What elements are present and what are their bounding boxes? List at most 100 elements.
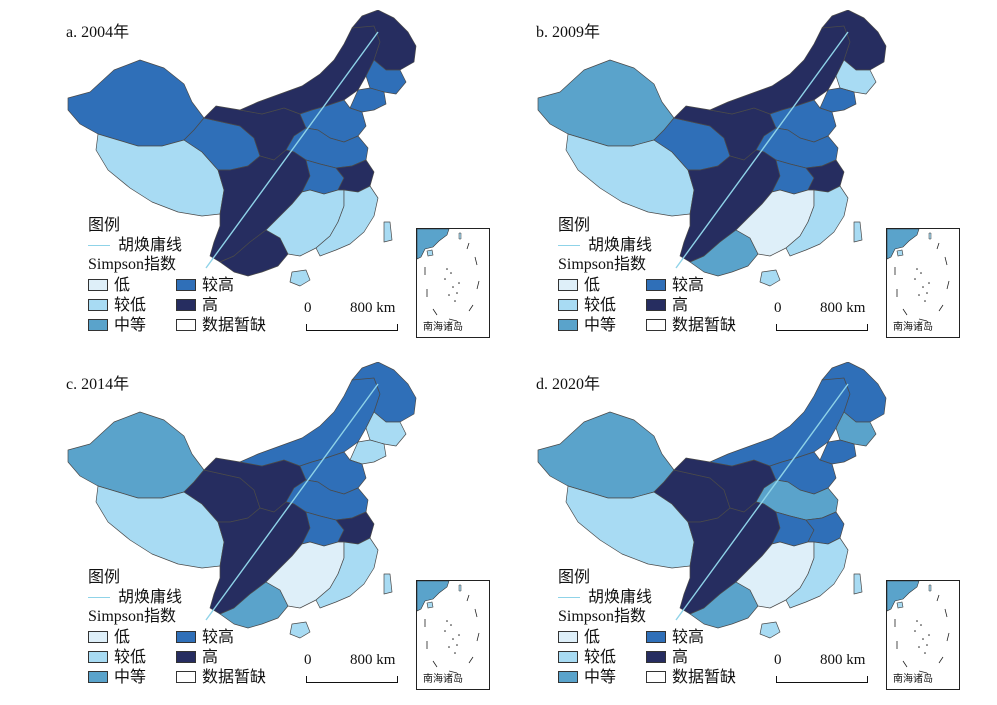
legend-item-nodata: 数据暂缺 — [646, 667, 766, 687]
inset-islands — [914, 620, 930, 654]
region-east — [315, 185, 379, 257]
inset-taiwan — [458, 232, 462, 240]
inset-hainan — [896, 249, 904, 257]
region-jilin — [835, 411, 877, 447]
inset-hainan — [426, 601, 434, 609]
china-map — [537, 362, 887, 639]
region-east — [315, 537, 379, 609]
inset-map — [416, 580, 480, 674]
swatch-high — [646, 651, 666, 663]
legend-index-title: Simpson指数 — [558, 608, 647, 625]
region-taiwan — [853, 221, 863, 243]
legend-item-medium: 中等 — [88, 315, 176, 335]
swatch-higher — [646, 631, 666, 643]
legend-hu-line: 胡焕庸线 — [88, 587, 296, 607]
legend-label: 高 — [672, 295, 689, 314]
panel-title: b. 2009年 — [536, 24, 601, 41]
inset-mainland — [416, 580, 450, 612]
scale-zero: 0 — [304, 300, 312, 316]
swatch-lower — [88, 651, 108, 663]
swatch-lower — [88, 299, 108, 311]
region-hainan — [759, 621, 781, 639]
legend-item-medium: 中等 — [558, 315, 646, 335]
region-heilongjiang — [821, 362, 887, 423]
inset-hainan — [896, 601, 904, 609]
hu-line-swatch — [88, 596, 110, 598]
legend-item-low: 低 — [558, 627, 646, 647]
legend-label: 低 — [114, 275, 131, 294]
hu-line-label: 胡焕庸线 — [118, 235, 183, 254]
hu-huanyong-line — [675, 31, 849, 269]
region-jilin — [365, 411, 407, 447]
inset-mainland — [886, 580, 920, 612]
region-jilin — [365, 59, 407, 95]
legend-item-lower: 较低 — [88, 295, 176, 315]
legend-item-high: 高 — [176, 295, 296, 315]
region-xinjiang — [67, 411, 205, 499]
legend-title: 图例 — [558, 567, 591, 586]
panel-title: c. 2014年 — [66, 376, 130, 393]
swatch-lower — [558, 299, 578, 311]
panel-title: a. 2004年 — [66, 24, 130, 41]
swatch-lower — [558, 651, 578, 663]
hu-huanyong-line — [205, 31, 379, 269]
region-east — [785, 537, 849, 609]
legend-label: 数据暂缺 — [672, 315, 737, 334]
inset-taiwan — [458, 584, 462, 592]
legend-label: 数据暂缺 — [672, 667, 737, 686]
inset-label: 南海诸岛 — [423, 322, 463, 333]
region-heilongjiang — [821, 10, 887, 71]
scale-line — [776, 324, 868, 331]
hu-line-label: 胡焕庸线 — [118, 587, 183, 606]
swatch-higher — [176, 631, 196, 643]
inset-mainland — [886, 228, 920, 260]
legend-label: 较低 — [114, 295, 147, 314]
swatch-nodata — [176, 319, 196, 331]
legend-label: 中等 — [584, 315, 617, 334]
map-panel-2: b. 2009年 图例 胡焕庸线 Simpson指数 低 较高 较低 高 中等 … — [514, 10, 984, 352]
legend-item-higher: 较高 — [646, 627, 766, 647]
legend-item-nodata: 数据暂缺 — [646, 315, 766, 335]
inset-dashes — [424, 242, 480, 322]
south-china-sea-inset: 南海诸岛 — [416, 228, 490, 338]
legend-item-medium: 中等 — [558, 667, 646, 687]
legend-label: 高 — [202, 647, 219, 666]
scale-distance: 800 km — [820, 652, 866, 668]
inset-dashes — [424, 594, 480, 674]
china-map — [67, 362, 417, 639]
hu-huanyong-line — [675, 383, 849, 621]
south-china-sea-inset: 南海诸岛 — [416, 580, 490, 690]
south-china-sea-inset: 南海诸岛 — [886, 228, 960, 338]
region-heilongjiang — [351, 362, 417, 423]
swatch-high — [646, 299, 666, 311]
legend-item-nodata: 数据暂缺 — [176, 315, 296, 335]
inset-label: 南海诸岛 — [423, 674, 463, 685]
china-map — [67, 10, 417, 287]
map-panel-3: c. 2014年 图例 胡焕庸线 Simpson指数 低 较高 较低 高 中等 … — [44, 362, 514, 704]
scale-zero: 0 — [304, 652, 312, 668]
legend-label: 较高 — [672, 275, 705, 294]
panel-title: d. 2020年 — [536, 376, 601, 393]
legend: 图例 胡焕庸线 Simpson指数 低 较高 较低 高 中等 数据暂缺 — [558, 215, 766, 335]
inset-label: 南海诸岛 — [893, 322, 933, 333]
legend-label: 低 — [584, 627, 601, 646]
scale-distance: 800 km — [350, 652, 396, 668]
legend-title: 图例 — [88, 215, 121, 234]
china-map — [537, 10, 887, 287]
legend-item-nodata: 数据暂缺 — [176, 667, 296, 687]
region-heilongjiang — [351, 10, 417, 71]
region-xinjiang — [67, 59, 205, 147]
scale-distance: 800 km — [350, 300, 396, 316]
legend-label: 中等 — [114, 315, 147, 334]
scale-line — [306, 324, 398, 331]
scale-line — [306, 676, 398, 683]
legend-item-lower: 较低 — [558, 295, 646, 315]
legend-title: 图例 — [88, 567, 121, 586]
legend-item-high: 高 — [176, 647, 296, 667]
inset-islands — [914, 268, 930, 302]
region-east — [785, 185, 849, 257]
swatch-higher — [646, 279, 666, 291]
legend-hu-line: 胡焕庸线 — [88, 235, 296, 255]
inset-hainan — [426, 249, 434, 257]
legend-item-lower: 较低 — [88, 647, 176, 667]
